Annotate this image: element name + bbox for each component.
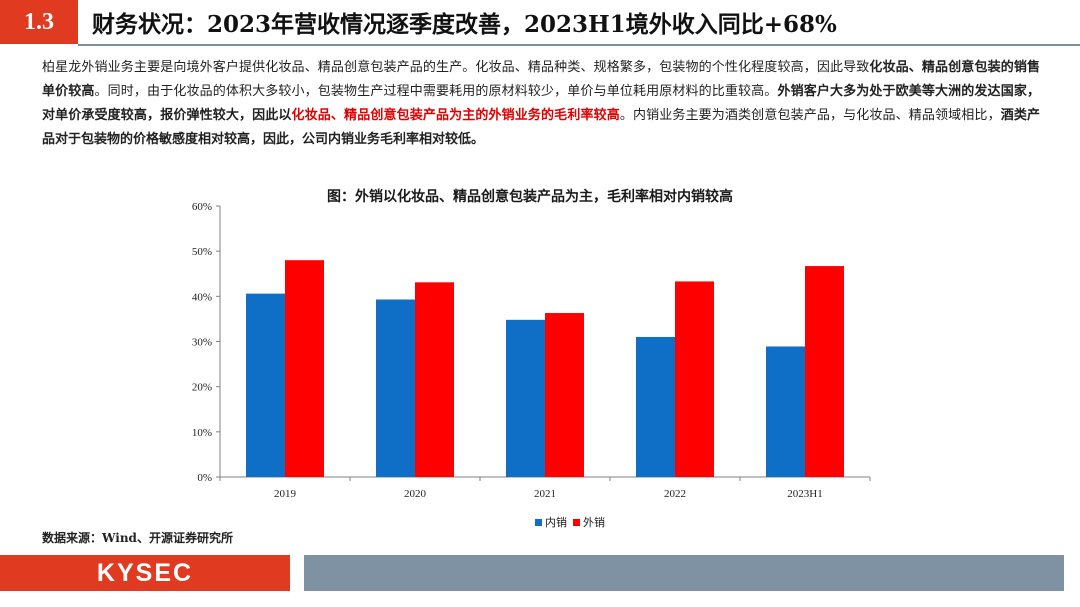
bar-overseas-2021 (545, 313, 584, 477)
kysec-logo: KYSEC (96, 558, 194, 587)
intro-text-2: 。同时，由于化妆品的体积大多较小，包装物生产过程中需要耗用的原材料较少，单价与单… (94, 84, 778, 99)
legend-swatch-domestic (535, 518, 542, 526)
intro-bold-2: 外销客户大多为处于欧美等大洲的发达国家，对单价承受度较高，报价弹性较大，因此以 (42, 84, 1040, 123)
x-tick-label: 2020 (404, 488, 427, 500)
y-tick-label: 40% (192, 291, 212, 303)
slide-header: 1.3 财务状况：2023年营收情况逐季度改善，2023H1境外收入同比+68% (0, 0, 1080, 48)
intro-paragraph: 柏星龙外销业务主要是向境外客户提供化妆品、精品创意包装产品的生产。化妆品、精品种… (42, 56, 1040, 152)
bar-domestic-2021 (506, 319, 545, 477)
intro-bold-1: 化妆品、精品创意包装的销售单价较高 (42, 60, 1040, 99)
x-tick-label: 2019 (274, 488, 297, 500)
intro-text-1: 柏星龙外销业务主要是向境外客户提供化妆品、精品创意包装产品的生产。化妆品、精品种… (42, 60, 870, 75)
y-tick-label: 50% (192, 246, 212, 258)
intro-highlight: 化妆品、精品创意包装产品为主的外销业务的毛利率较高 (291, 108, 620, 123)
bar-domestic-2019 (246, 293, 285, 477)
header-divider (78, 44, 1080, 46)
section-number: 1.3 (0, 0, 78, 44)
x-tick-label: 2022 (664, 488, 686, 500)
footer-band (304, 555, 1064, 591)
bar-overseas-2022 (675, 281, 714, 477)
x-tick-label: 2021 (534, 488, 556, 500)
bar-chart: 0% 10% 20% 30% 40% 50% 60% 2019 2020 2021 2022 2023… (192, 201, 871, 500)
bar-domestic-2022 (636, 336, 675, 477)
legend-item-overseas: 外销 (573, 514, 605, 530)
y-tick-label: 20% (192, 382, 212, 394)
data-source: 数据来源：Wind、开源证券研究所 (42, 531, 233, 545)
legend-label-domestic: 内销 (545, 516, 567, 529)
bar-domestic-2020 (376, 299, 415, 477)
chart-title: 图：外销以化妆品、精品创意包装产品为主，毛利率相对内销较高 (327, 189, 733, 205)
y-tick-label: 60% (192, 201, 212, 213)
chart-legend: 内销 外销 (0, 514, 1080, 530)
slide-title: 财务状况：2023年营收情况逐季度改善，2023H1境外收入同比+68% (92, 11, 837, 38)
y-tick-label: 0% (197, 472, 212, 484)
intro-bold-3: 酒类产品对于包装物的价格敏感度相对较高，因此，公司内销业务毛利率相对较低。 (42, 108, 1040, 147)
footer-logo-bar: KYSEC (0, 555, 290, 591)
bar-overseas-2023h1 (805, 266, 844, 477)
legend-item-domestic: 内销 (535, 514, 567, 530)
legend-swatch-overseas (573, 518, 580, 526)
bar-overseas-2020 (415, 282, 454, 477)
legend-label-overseas: 外销 (583, 516, 605, 529)
bar-overseas-2019 (285, 260, 324, 477)
intro-text-3: 。内销业务主要为酒类创意包装产品，与化妆品、精品领域相比， (619, 108, 1001, 123)
y-tick-label: 30% (192, 337, 212, 349)
bar-domestic-2023h1 (766, 346, 805, 477)
x-tick-label: 2023H1 (787, 488, 822, 500)
y-tick-label: 10% (192, 427, 212, 439)
